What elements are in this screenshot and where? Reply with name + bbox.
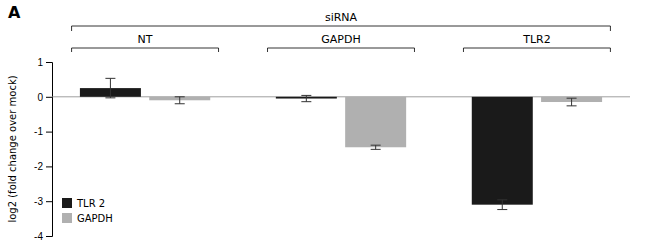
group-bracket — [463, 48, 610, 52]
error-bar — [567, 98, 577, 106]
error-bar — [301, 95, 311, 101]
chart: -4 -3 -2 -1 0 1 log2 (fold change over mock) NT… — [0, 0, 650, 248]
legend-item: GAPDH — [62, 213, 113, 224]
tick-mark — [46, 97, 52, 98]
category-label: GAPDH — [321, 33, 360, 46]
legend-swatch — [62, 198, 72, 208]
bar — [345, 97, 406, 147]
tick: -1 — [34, 126, 52, 137]
legend-label: TLR 2 — [76, 198, 105, 209]
tick-mark — [46, 132, 52, 133]
y-label: log2 (fold change over mock) — [7, 75, 18, 222]
title: A — [8, 3, 21, 22]
tick: -4 — [34, 231, 52, 242]
tick: -3 — [34, 196, 52, 207]
category-label: TLR2 — [522, 33, 551, 46]
tick-label: -1 — [34, 126, 43, 137]
tick-label: -4 — [34, 231, 43, 242]
error-bar — [175, 97, 185, 104]
tick-mark — [46, 62, 52, 63]
tick-label: -3 — [34, 196, 43, 207]
category-label: NT — [138, 33, 153, 46]
tick-label: 1 — [37, 57, 43, 68]
annotation-bracket — [72, 26, 611, 31]
axis-line — [46, 63, 53, 237]
legend-swatch — [62, 213, 72, 223]
group-bracket — [268, 48, 415, 52]
error-bar — [105, 78, 115, 97]
bar — [472, 97, 533, 205]
bars — [80, 78, 602, 209]
group-bracket — [72, 48, 219, 52]
annotation: siRNA — [325, 11, 358, 24]
error-bar — [497, 200, 507, 210]
tick-mark — [46, 201, 52, 202]
plot: -4 -3 -2 -1 0 1 log2 (fold change over mock) NT… — [7, 11, 630, 242]
tick-mark — [46, 166, 52, 167]
tick: -2 — [34, 161, 52, 172]
tick-label: -2 — [34, 161, 43, 172]
tick-label: 0 — [37, 92, 43, 103]
error-bar — [371, 145, 381, 149]
y-axis: -4 -3 -2 -1 0 1 — [34, 57, 52, 242]
tick: 0 — [37, 92, 52, 103]
legend-label: GAPDH — [77, 213, 113, 224]
tick-mark — [46, 236, 52, 237]
legend-item: TLR 2 — [62, 198, 105, 209]
tick: 1 — [37, 57, 52, 68]
legend: TLR 2 GAPDH — [62, 198, 113, 224]
